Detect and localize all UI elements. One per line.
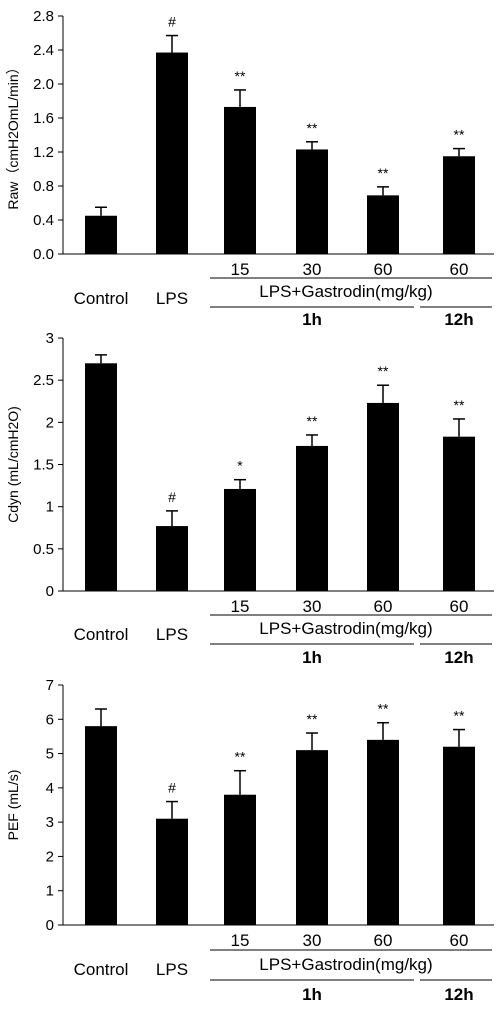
panel-pef: 0 1 2 3 4 5 6 7 PEF (mL/s) # ** ** ** ** Control LPS 15 3…	[5, 677, 494, 1004]
dose-label: 60	[374, 260, 393, 279]
bar	[443, 156, 475, 254]
bar	[443, 746, 475, 925]
bar	[156, 52, 188, 254]
significance-marker: **	[307, 413, 318, 429]
y-axis-title: Raw（cmH2OmL/min）	[5, 60, 21, 209]
y-tick-label: 0.5	[33, 541, 54, 558]
dose-label: 30	[303, 260, 322, 279]
bar	[85, 363, 117, 591]
significance-marker: **	[378, 165, 389, 181]
significance-marker: **	[378, 701, 389, 717]
significance-marker: **	[307, 120, 318, 136]
bar	[367, 739, 399, 925]
y-tick-label: 3	[46, 330, 54, 347]
bar	[367, 402, 399, 591]
significance-marker: **	[235, 68, 246, 84]
bar	[224, 488, 256, 591]
y-tick-label: 2.5	[33, 372, 54, 389]
y-tick-label: 2	[46, 414, 54, 431]
category-label: LPS	[156, 960, 188, 979]
y-tick-label: 2	[46, 848, 54, 865]
significance-marker: #	[168, 489, 176, 505]
y-axis-title: Cdyn (mL/cmH2O)	[5, 406, 21, 523]
y-tick-label: 0.4	[33, 212, 54, 229]
y-tick-label: 3	[46, 814, 54, 831]
time-label: 12h	[444, 648, 473, 667]
y-tick-label: 4	[46, 780, 54, 797]
y-tick-label: 2.0	[33, 76, 54, 93]
y-axis-title: PEF (mL/s)	[5, 770, 21, 841]
significance-marker: **	[454, 397, 465, 413]
dose-label: 60	[374, 597, 393, 616]
y-tick-label: 2.4	[33, 42, 54, 59]
bar	[443, 436, 475, 591]
y-tick-label: 1.2	[33, 144, 54, 161]
dose-label: 30	[303, 931, 322, 950]
time-label: 1h	[302, 985, 322, 1004]
significance-marker: *	[237, 458, 243, 474]
time-label: 12h	[444, 310, 473, 329]
bar	[224, 794, 256, 925]
bar	[85, 215, 117, 254]
significance-marker: **	[235, 749, 246, 765]
y-tick-label: 0	[46, 917, 54, 934]
dose-label: 60	[450, 931, 469, 950]
category-label: Control	[74, 960, 129, 979]
y-tick-label: 5	[46, 746, 54, 763]
dose-label: 60	[450, 597, 469, 616]
significance-marker: #	[168, 14, 176, 30]
bar	[85, 726, 117, 925]
bar	[296, 149, 328, 254]
group-label: LPS+Gastrodin(mg/kg)	[259, 282, 432, 301]
group-label: LPS+Gastrodin(mg/kg)	[259, 619, 432, 638]
y-tick-label: 1	[46, 499, 54, 516]
bar	[156, 526, 188, 591]
time-label: 1h	[302, 648, 322, 667]
bar	[156, 818, 188, 925]
panel-raw: 0.0 0.4 0.8 1.2 1.6 2.0 2.4 2.8 Raw（cmH2OmL/min）…	[5, 8, 494, 329]
y-tick-label: 1	[46, 883, 54, 900]
significance-marker: **	[307, 711, 318, 727]
bar	[296, 750, 328, 925]
dose-label: 15	[231, 931, 250, 950]
y-tick-label: 1.5	[33, 457, 54, 474]
y-tick-label: 7	[46, 677, 54, 694]
category-label: LPS	[156, 625, 188, 644]
dose-label: 15	[231, 597, 250, 616]
time-label: 1h	[302, 310, 322, 329]
dose-label: 60	[450, 260, 469, 279]
time-label: 12h	[444, 985, 473, 1004]
bar	[296, 445, 328, 591]
bar	[367, 195, 399, 254]
dose-label: 30	[303, 597, 322, 616]
significance-marker: **	[378, 363, 389, 379]
y-tick-label: 0	[46, 583, 54, 600]
dose-label: 15	[231, 260, 250, 279]
y-tick-label: 0.0	[33, 246, 54, 263]
bar	[224, 106, 256, 254]
y-tick-label: 6	[46, 711, 54, 728]
y-tick-label: 2.8	[33, 8, 54, 25]
category-label: Control	[74, 289, 129, 308]
category-label: LPS	[156, 289, 188, 308]
category-label: Control	[74, 625, 129, 644]
group-label: LPS+Gastrodin(mg/kg)	[259, 955, 432, 974]
significance-marker: **	[454, 708, 465, 724]
significance-marker: #	[168, 780, 176, 796]
y-tick-label: 0.8	[33, 178, 54, 195]
dose-label: 60	[374, 931, 393, 950]
y-tick-label: 1.6	[33, 110, 54, 127]
significance-marker: **	[454, 127, 465, 143]
